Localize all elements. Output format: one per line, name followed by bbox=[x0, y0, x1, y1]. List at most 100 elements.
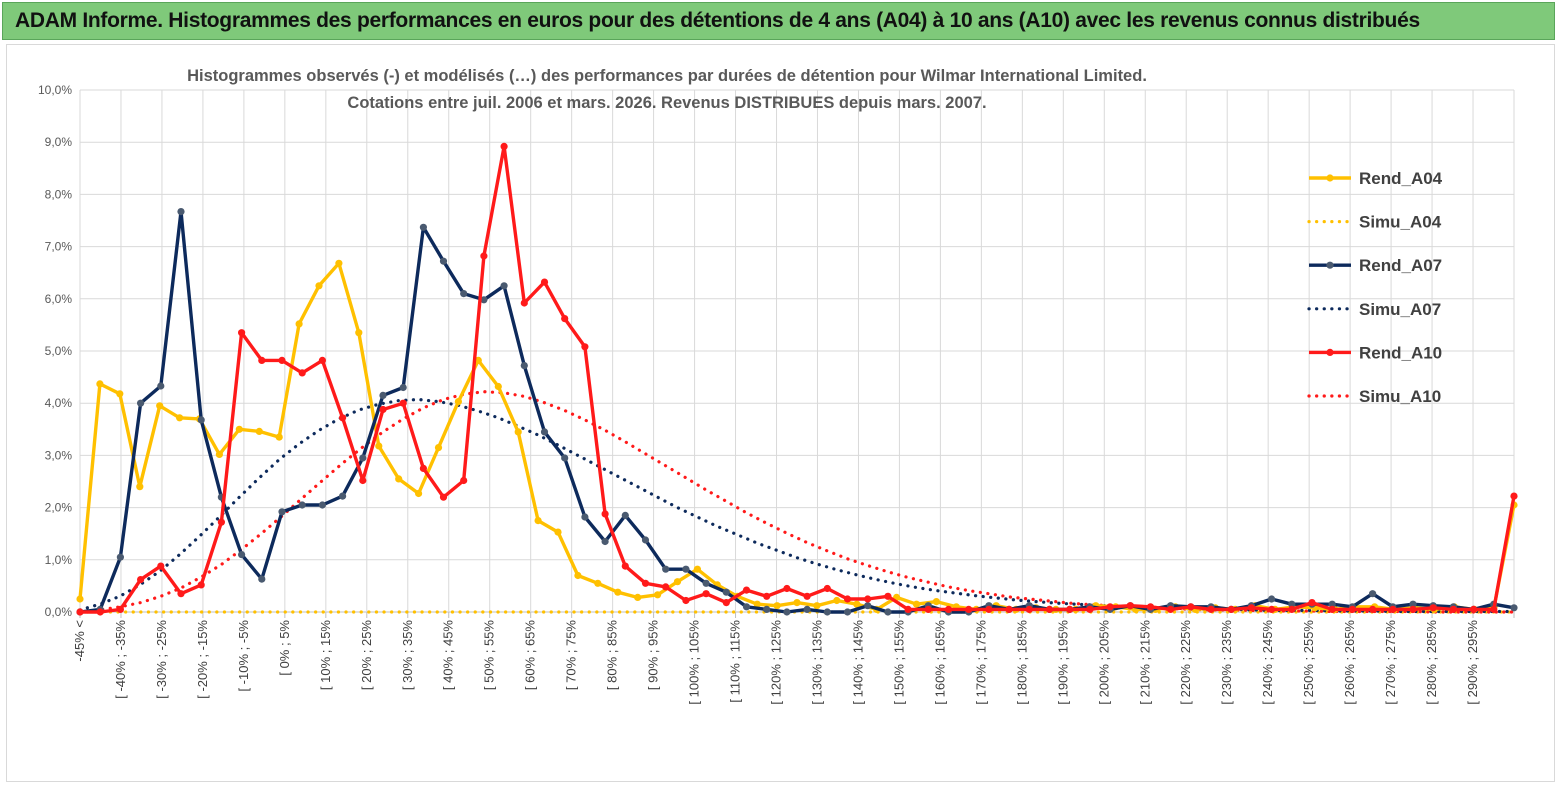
data-point bbox=[318, 501, 326, 509]
x-tick-label: [ 10% ; 15% bbox=[318, 620, 333, 691]
report-title: ADAM Informe. Histogrammes des performan… bbox=[15, 9, 1420, 32]
data-point bbox=[439, 493, 448, 501]
data-point bbox=[96, 380, 104, 388]
data-point bbox=[673, 578, 682, 586]
y-tick-label: 8,0% bbox=[45, 187, 73, 201]
data-point bbox=[500, 282, 508, 290]
data-point bbox=[1328, 605, 1336, 614]
x-tick-label: [ 80% ; 85% bbox=[605, 620, 620, 691]
data-point bbox=[1470, 605, 1478, 614]
data-point bbox=[177, 590, 185, 598]
chart-title-line1: Histogrammes observés (-) et modélisés (… bbox=[187, 67, 1147, 85]
data-point bbox=[1328, 600, 1336, 608]
legend-label: Rend_A10 bbox=[1359, 343, 1442, 362]
x-tick-label: [ 260% ; 265% bbox=[1342, 620, 1357, 705]
data-point bbox=[359, 476, 367, 485]
y-tick-label: 10,0% bbox=[38, 83, 72, 97]
data-point bbox=[682, 565, 690, 573]
data-point bbox=[693, 565, 702, 573]
data-point bbox=[275, 433, 283, 441]
data-point bbox=[215, 450, 223, 458]
data-point bbox=[1429, 604, 1437, 612]
data-point bbox=[1126, 602, 1134, 610]
x-tick-label: [ 270% ; 275% bbox=[1383, 620, 1398, 705]
data-point bbox=[1227, 605, 1235, 614]
data-point bbox=[823, 584, 831, 593]
data-point bbox=[813, 602, 821, 610]
data-point bbox=[783, 608, 791, 616]
data-point bbox=[1268, 605, 1276, 614]
data-point bbox=[339, 414, 347, 422]
data-point bbox=[415, 489, 423, 498]
legend-label: Rend_A07 bbox=[1359, 256, 1442, 275]
data-point bbox=[1086, 605, 1094, 614]
data-point bbox=[843, 595, 852, 603]
data-point bbox=[1005, 605, 1013, 614]
data-point bbox=[561, 454, 569, 462]
legend-item-Rend_A10: Rend_A10 bbox=[1309, 343, 1442, 362]
x-tick-label: [ 70% ; 75% bbox=[564, 620, 579, 691]
data-point bbox=[1288, 600, 1296, 608]
legend-marker bbox=[1326, 348, 1334, 356]
data-point bbox=[454, 398, 462, 406]
data-point bbox=[137, 576, 145, 584]
data-point bbox=[662, 565, 670, 573]
chart-title-line2: Cotations entre juil. 2006 et mars. 2026… bbox=[347, 94, 986, 112]
data-point bbox=[634, 593, 642, 602]
series-Rend_A10 bbox=[76, 142, 1518, 616]
data-point bbox=[1490, 605, 1498, 614]
x-tick-label: [ 250% ; 255% bbox=[1301, 620, 1316, 705]
legend-marker bbox=[1326, 261, 1334, 269]
data-point bbox=[136, 483, 144, 491]
data-point bbox=[641, 536, 650, 544]
data-point bbox=[295, 320, 303, 328]
series-line bbox=[78, 397, 1516, 614]
legend-item-Simu_A04: Simu_A04 bbox=[1307, 213, 1442, 232]
data-point bbox=[238, 551, 246, 559]
data-point bbox=[702, 579, 710, 587]
data-point bbox=[434, 444, 443, 452]
data-point bbox=[379, 405, 387, 414]
x-tick-label: [ 30% ; 35% bbox=[400, 620, 415, 691]
data-point bbox=[864, 602, 872, 610]
data-point bbox=[238, 329, 246, 337]
data-point bbox=[932, 598, 941, 606]
data-point bbox=[335, 259, 343, 267]
y-tick-label: 0,0% bbox=[45, 605, 73, 619]
data-point bbox=[137, 399, 145, 407]
series-line bbox=[80, 144, 1516, 614]
data-point bbox=[554, 528, 562, 536]
data-point bbox=[379, 391, 387, 399]
data-point bbox=[258, 575, 266, 583]
legend-item-Rend_A07: Rend_A07 bbox=[1309, 256, 1442, 275]
data-point bbox=[395, 475, 403, 483]
data-point bbox=[581, 343, 589, 351]
report-banner: ADAM Informe. Histogrammes des performan… bbox=[2, 2, 1555, 40]
x-tick-label: [ 110% ; 115% bbox=[728, 620, 743, 703]
series bbox=[76, 142, 1518, 616]
data-point bbox=[641, 579, 650, 587]
series-line bbox=[79, 209, 1515, 614]
data-point bbox=[763, 592, 771, 600]
data-point bbox=[76, 595, 84, 603]
data-point bbox=[255, 427, 263, 435]
data-point bbox=[853, 600, 861, 608]
x-tick-label: [ 180% ; 185% bbox=[1014, 620, 1029, 705]
x-tick-label: [ 240% ; 245% bbox=[1260, 620, 1275, 705]
data-point bbox=[460, 476, 468, 485]
data-point bbox=[763, 605, 771, 614]
data-point bbox=[702, 590, 710, 598]
legend-item-Simu_A10: Simu_A10 bbox=[1307, 387, 1441, 406]
data-point bbox=[793, 599, 801, 607]
data-point bbox=[176, 414, 184, 422]
data-point bbox=[884, 592, 892, 600]
data-point bbox=[965, 605, 973, 614]
data-point bbox=[1288, 605, 1296, 614]
data-point bbox=[833, 596, 841, 605]
data-point bbox=[534, 517, 542, 525]
legend-label: Rend_A04 bbox=[1359, 169, 1443, 188]
data-point bbox=[803, 605, 811, 614]
data-point bbox=[460, 290, 468, 298]
data-point bbox=[494, 382, 502, 391]
legend-item-Simu_A07: Simu_A07 bbox=[1307, 300, 1441, 319]
